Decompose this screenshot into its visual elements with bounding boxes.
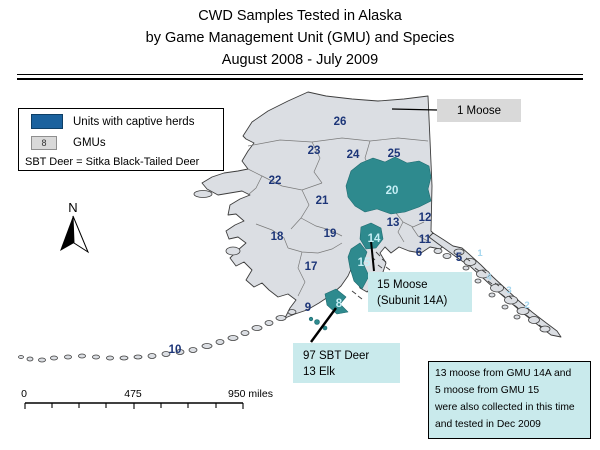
gmu-label-1: 1 xyxy=(477,248,483,259)
gmu-label-19: 19 xyxy=(324,228,337,240)
title-line-3: August 2008 - July 2009 xyxy=(221,52,379,68)
gmu-label-21: 21 xyxy=(316,195,329,207)
southcentral-islands xyxy=(433,248,452,259)
north-label: N xyxy=(68,200,77,215)
gmu-15-region xyxy=(347,242,370,290)
legend-captive-row: Units with captive herds xyxy=(31,114,223,129)
kodiak-small-islands xyxy=(308,316,328,331)
gmu-label-26: 26 xyxy=(334,116,347,128)
scale-bar-ticks xyxy=(24,403,244,409)
aleutian-islands xyxy=(18,309,297,363)
gmu-label-10: 10 xyxy=(169,344,182,356)
deer-line1: 97 SBT Deer xyxy=(303,350,370,362)
gmu-label-14: 14 xyxy=(368,233,381,245)
southcentral-coast-texture xyxy=(351,251,391,300)
dec-2009-note-box: 13 moose from GMU 14A and 5 moose from G… xyxy=(428,361,591,439)
deer-leader-line xyxy=(310,307,337,343)
page-title: CWD Samples Tested in Alaska by Game Man… xyxy=(0,5,600,71)
title-line-2: by Game Management Unit (GMU) and Specie… xyxy=(145,30,455,46)
gmu-sample-number: 8 xyxy=(41,138,47,148)
gmu-label-24: 24 xyxy=(347,149,360,161)
moose15-callout: 15 Moose (Subunit 14A) xyxy=(368,272,472,312)
st-lawrence-island xyxy=(193,190,213,198)
gmu-sample-box: 8 xyxy=(31,136,57,150)
moose15-line2: (Subunit 14A) xyxy=(377,295,448,307)
gmu-label-5: 5 xyxy=(456,252,463,264)
deer-elk-callout: 97 SBT Deer 13 Elk xyxy=(293,343,400,383)
gmu-label-4: 4 xyxy=(486,272,492,283)
gmu-label-13: 13 xyxy=(387,217,400,229)
gmu-label-8: 8 xyxy=(336,298,343,310)
note-line4: and tested in Dec 2009 xyxy=(435,419,541,430)
gmu-label-20: 20 xyxy=(386,185,399,197)
panhandle-fjord-texture xyxy=(465,257,543,328)
scale-end-label: 950 miles xyxy=(228,388,273,400)
sbt-deer-abbreviation-note: SBT Deer = Sitka Black-Tailed Deer xyxy=(25,156,200,168)
scale-bar: 0 475 950 miles xyxy=(21,388,273,409)
gmu-20-region xyxy=(345,156,432,215)
gmu-14-region xyxy=(359,222,384,250)
gmu-label-11: 11 xyxy=(419,234,432,246)
panhandle-islands xyxy=(453,248,551,333)
gmu-label-22: 22 xyxy=(269,175,282,187)
gmu-label-2: 2 xyxy=(524,300,529,311)
gmu-label: GMUs xyxy=(73,137,106,149)
gmu-label-23: 23 xyxy=(308,145,321,157)
legend: Units with captive herds 8 GMUs SBT Deer… xyxy=(18,108,224,171)
moose15-leader-line xyxy=(370,240,375,272)
note-line3: were also collected in this time xyxy=(435,402,575,413)
gmu-label-17: 17 xyxy=(305,261,318,273)
title-line-1: CWD Samples Tested in Alaska xyxy=(198,8,402,24)
gmu-label-9: 9 xyxy=(305,302,311,314)
scale-zero-label: 0 xyxy=(21,388,27,400)
captive-herds-label: Units with captive herds xyxy=(73,115,195,128)
gmu-8-kodiak-region xyxy=(324,288,349,315)
gmu-label-6: 6 xyxy=(416,247,422,259)
deer-line2: 13 Elk xyxy=(303,366,335,378)
north-arrow-left-half xyxy=(60,216,74,251)
gmu-label-3: 3 xyxy=(506,285,511,296)
north-arrow-right-half xyxy=(72,215,90,254)
gmu-label-12: 12 xyxy=(419,212,432,224)
gmu-label-25: 25 xyxy=(388,148,401,160)
gmu-label-18: 18 xyxy=(271,231,284,243)
nunivak-island xyxy=(225,246,241,256)
moose1-callout: 1 Moose xyxy=(437,99,521,122)
scale-mid-label: 475 xyxy=(124,388,142,400)
note-line2: 5 moose from GMU 15 xyxy=(435,385,540,396)
gmu-label-15: 15 xyxy=(358,257,371,269)
north-arrow: N xyxy=(60,200,90,254)
moose1-callout-text: 1 Moose xyxy=(456,104,502,117)
moose15-line1: 15 Moose xyxy=(377,279,428,291)
moose1-leader-line xyxy=(391,108,438,111)
title-separator-rule xyxy=(17,74,583,80)
note-line1: 13 moose from GMU 14A and xyxy=(435,368,572,379)
legend-gmu-row: 8 GMUs xyxy=(31,136,223,150)
captive-herds-swatch xyxy=(31,114,63,129)
